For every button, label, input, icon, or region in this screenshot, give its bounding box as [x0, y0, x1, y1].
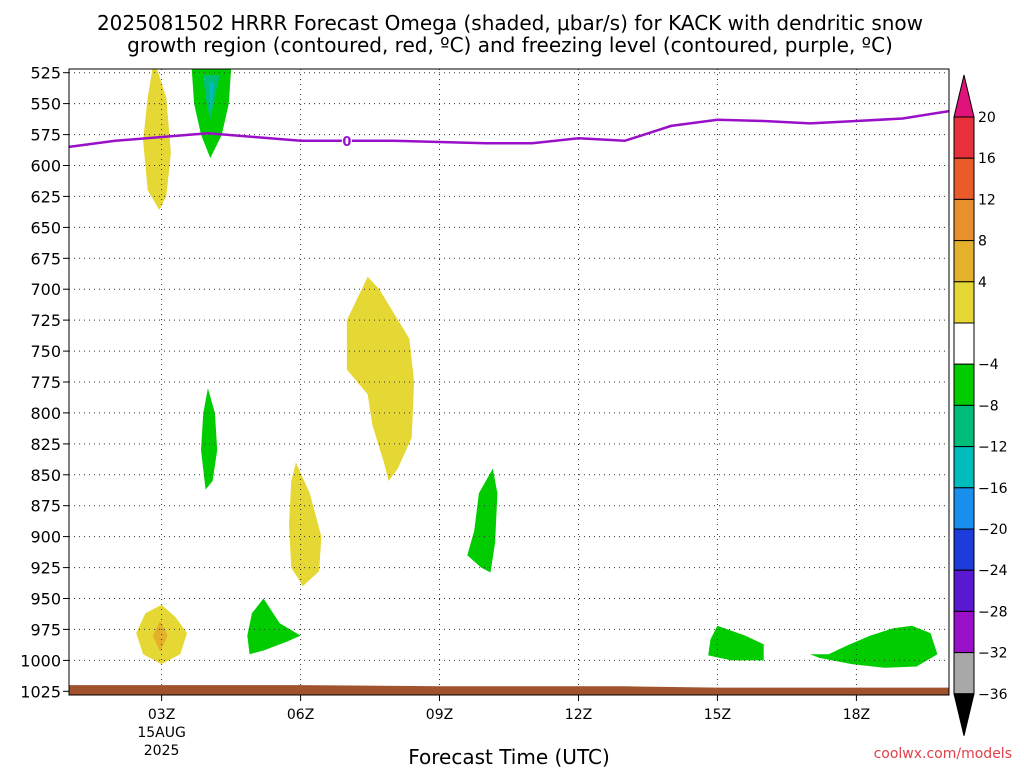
colorbar-label: 8	[978, 234, 987, 250]
x-tick-label: 06Z	[287, 707, 314, 723]
x-tick-year: 2025	[144, 743, 180, 759]
colorbar-bin	[953, 363, 975, 406]
colorbar-label: −16	[978, 481, 1008, 497]
pressure-axis: 525 550 575 600 625 650 675 700 725 750 775 800 825 8…	[20, 64, 69, 701]
colorbar-label: −36	[978, 687, 1008, 703]
omega-region-3	[209, 82, 214, 114]
y-tick-label: 875	[30, 497, 61, 516]
colorbar-bin	[953, 116, 975, 159]
colorbar-label: −28	[978, 604, 1008, 620]
colorbar-label: 12	[978, 192, 996, 208]
colorbar-bin	[953, 487, 975, 530]
colorbar-bin	[953, 322, 975, 365]
omega-region-12	[810, 625, 938, 668]
freezing-level-label: 0	[342, 135, 351, 150]
terrain-fill	[69, 685, 949, 695]
y-tick-label: 550	[30, 95, 61, 114]
x-tick-label: 15Z	[704, 707, 731, 723]
omega-region-6	[289, 462, 322, 587]
y-tick-label: 950	[30, 590, 61, 609]
x-tick-label: 18Z	[843, 707, 870, 723]
colorbar-bin	[953, 652, 975, 695]
omega-region-7	[467, 468, 498, 573]
colorbar-label: −24	[978, 563, 1008, 579]
y-tick-label: 650	[30, 218, 61, 237]
colorbar-bin	[953, 281, 975, 324]
y-tick-label: 600	[30, 157, 61, 176]
colorbar-bin	[953, 446, 975, 489]
colorbar-label: −12	[978, 440, 1008, 456]
x-tick-label: 03Z	[148, 707, 175, 723]
colorbar-under-triangle	[953, 693, 975, 736]
y-tick-label: 625	[30, 187, 61, 206]
freezing-level-label-bg	[341, 132, 352, 148]
omega-region-9	[152, 620, 168, 652]
chart-title-line2: growth region (contoured, red, ºC) and f…	[127, 33, 893, 57]
time-axis: 03Z 15AUG 2025 06Z 09Z 12Z 15Z 18Z	[137, 695, 870, 759]
colorbar-bin	[953, 610, 975, 654]
y-tick-label: 850	[30, 466, 61, 485]
x-tick-label: 12Z	[565, 707, 592, 723]
colorbar-label: −20	[978, 522, 1008, 538]
x-axis-title: Forecast Time (UTC)	[408, 745, 610, 768]
omega-region-5	[346, 276, 415, 481]
freezing-level-contour: 0	[68, 109, 950, 150]
colorbar-label: 20	[978, 110, 996, 126]
omega-region-10	[247, 598, 301, 655]
y-tick-label: 975	[30, 620, 61, 639]
colorbar-bin	[953, 240, 975, 283]
terrain-ground	[69, 685, 949, 695]
omega-region-4	[201, 388, 218, 490]
y-tick-label: 1000	[20, 651, 61, 670]
chart-title-line1: 2025081502 HRRR Forecast Omega (shaded, …	[97, 11, 923, 35]
y-tick-label: 800	[30, 404, 61, 423]
colorbar-bin	[953, 569, 975, 612]
colorbar-bin	[953, 528, 975, 571]
colorbar-label: −32	[978, 646, 1008, 662]
y-tick-label: 700	[30, 280, 61, 299]
colorbar-bin	[953, 157, 975, 200]
y-tick-label: 1025	[20, 682, 61, 701]
omega-region-11	[708, 625, 764, 661]
y-tick-label: 750	[30, 342, 61, 361]
y-tick-label: 825	[30, 435, 61, 454]
colorbar-label: 16	[978, 151, 996, 167]
y-tick-label: 525	[30, 64, 61, 83]
colorbar-over-triangle	[953, 74, 975, 118]
freezing-level-line	[68, 109, 950, 149]
colorbar-bin	[953, 404, 975, 448]
y-tick-label: 675	[30, 249, 61, 268]
y-tick-label: 775	[30, 373, 61, 392]
y-tick-label: 925	[30, 559, 61, 578]
colorbar-bin	[953, 198, 975, 242]
y-tick-label: 575	[30, 126, 61, 145]
omega-colorbar: 20 16 12 8 4 −4 −8 −12 −16 −20 −24 −28 −32 −36	[953, 74, 1008, 736]
y-tick-label: 725	[30, 311, 61, 330]
x-tick-date: 15AUG	[137, 725, 186, 741]
colorbar-label: −8	[978, 398, 999, 414]
y-tick-label: 900	[30, 528, 61, 547]
omega-region-0	[143, 69, 171, 210]
x-tick-label: 09Z	[426, 707, 453, 723]
colorbar-label: 4	[978, 275, 987, 291]
colorbar-label: −4	[978, 357, 999, 373]
grid-lines	[69, 69, 949, 695]
omega-shaded-regions	[136, 69, 938, 668]
credit-text: coolwx.com/models	[874, 746, 1012, 762]
